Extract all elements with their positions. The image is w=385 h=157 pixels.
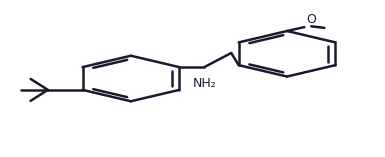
Text: NH₂: NH₂ (192, 77, 216, 90)
Text: O: O (306, 13, 316, 25)
